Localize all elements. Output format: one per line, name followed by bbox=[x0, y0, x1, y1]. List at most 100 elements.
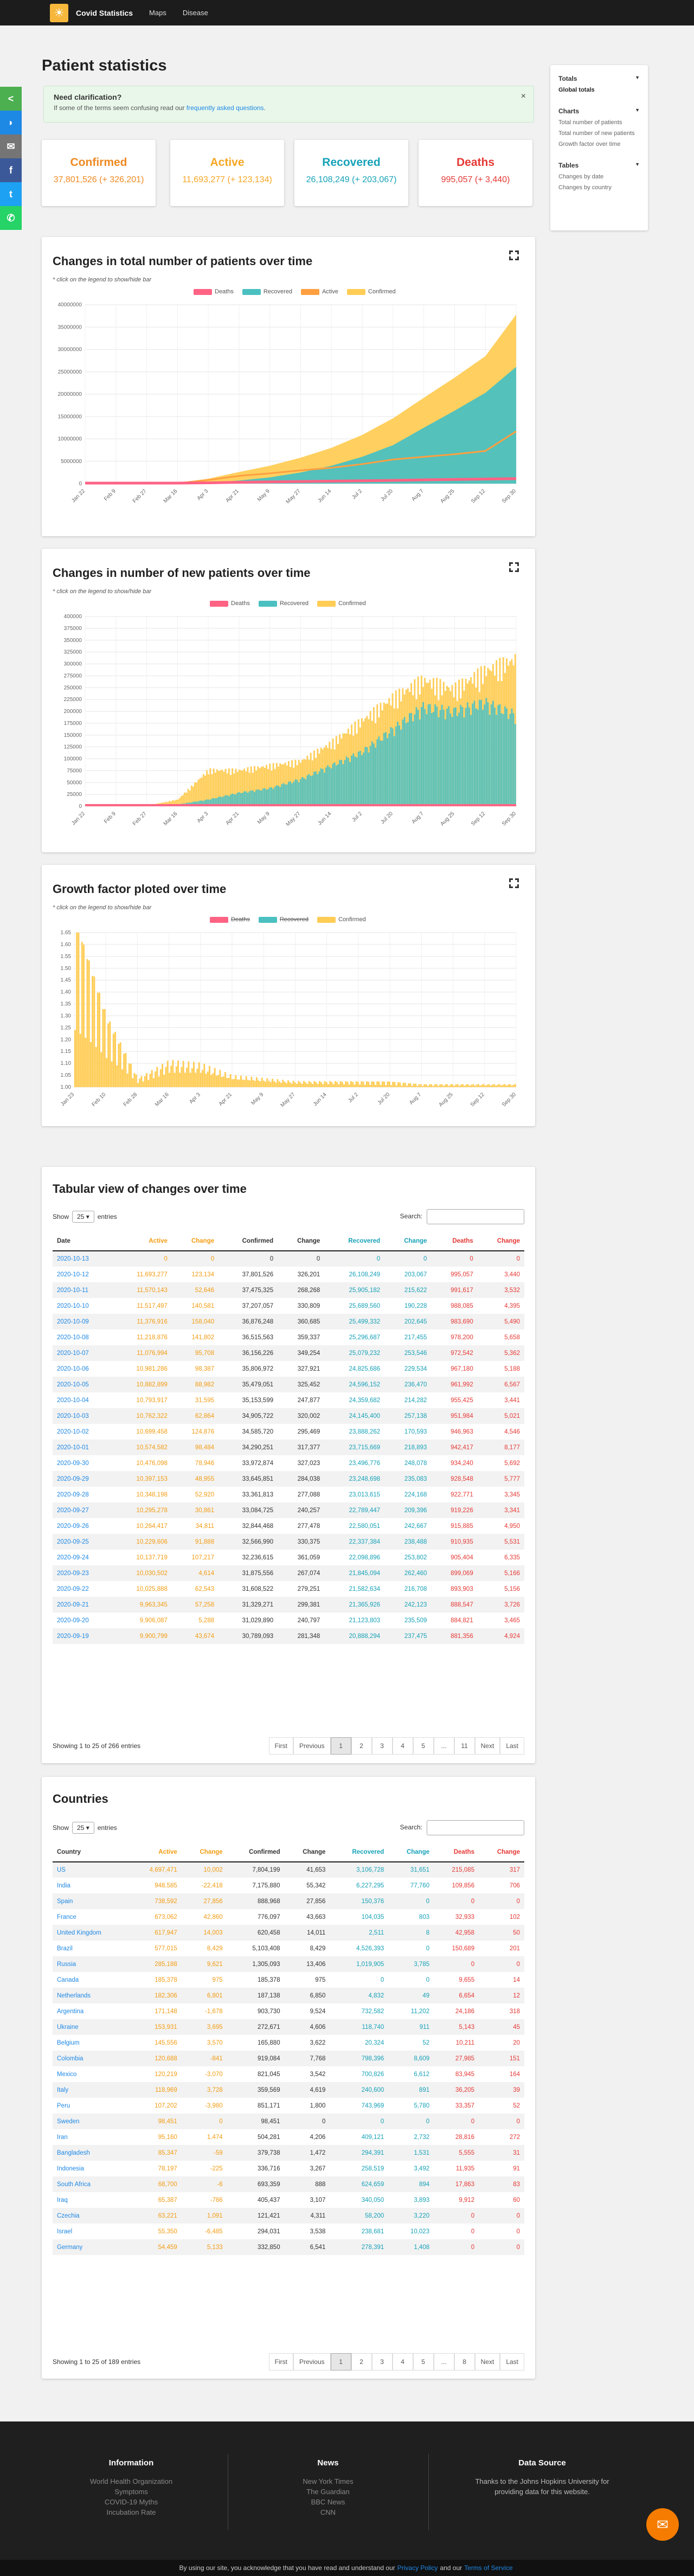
page-button[interactable]: 2 bbox=[351, 1737, 372, 1755]
date-link[interactable]: 2020-09-22 bbox=[57, 1585, 89, 1592]
page-button[interactable]: 3 bbox=[371, 2353, 393, 2371]
legend-item-deaths[interactable]: Deaths bbox=[210, 916, 250, 923]
nav-item-new-patients[interactable]: Total number of new patients bbox=[558, 130, 635, 137]
page-button[interactable]: Previous bbox=[293, 2353, 331, 2371]
country-link[interactable]: Russia bbox=[53, 1956, 129, 1972]
date-link[interactable]: 2020-09-30 bbox=[57, 1460, 89, 1467]
terms-link[interactable]: Terms of Service bbox=[464, 2564, 513, 2572]
col-deaths[interactable]: Deaths bbox=[434, 1843, 479, 1862]
page-button[interactable]: 2 bbox=[351, 2353, 372, 2371]
page-button[interactable]: Previous bbox=[293, 1737, 331, 1755]
footer-link-who[interactable]: World Health Organization bbox=[89, 2477, 173, 2485]
page-button[interactable]: 3 bbox=[371, 1737, 393, 1755]
page-button[interactable]: 4 bbox=[392, 2353, 413, 2371]
country-link[interactable]: United Kingdom bbox=[53, 1925, 129, 1941]
date-link[interactable]: 2020-10-02 bbox=[57, 1428, 89, 1435]
country-link[interactable]: Canada bbox=[57, 1976, 79, 1983]
col-active-change[interactable]: Change bbox=[171, 1232, 219, 1251]
col-deaths-change[interactable]: Change bbox=[479, 1843, 524, 1862]
country-link[interactable]: Brazil bbox=[57, 1945, 73, 1952]
footer-link-cnn[interactable]: CNN bbox=[320, 2508, 336, 2516]
col-recovered-change[interactable]: Change bbox=[384, 1232, 432, 1251]
col-recovered-change[interactable]: Change bbox=[388, 1843, 434, 1862]
country-link[interactable]: Netherlands bbox=[53, 1988, 129, 2003]
page-button[interactable]: 5 bbox=[413, 1737, 434, 1755]
nav-link-maps[interactable]: Maps bbox=[149, 9, 166, 17]
col-deaths-change[interactable]: Change bbox=[477, 1232, 524, 1251]
country-link[interactable]: Israel bbox=[57, 2228, 73, 2235]
country-link[interactable]: Spain bbox=[53, 1893, 129, 1909]
country-link[interactable]: Czechia bbox=[53, 2208, 129, 2224]
footer-link-myths[interactable]: COVID-19 Myths bbox=[104, 2498, 158, 2506]
nav-item-changes-by-country[interactable]: Changes by country bbox=[558, 184, 612, 191]
entries-select[interactable]: 25 ▾ bbox=[72, 1211, 94, 1223]
footer-link-bbc[interactable]: BBC News bbox=[311, 2498, 345, 2506]
chat-icon[interactable]: ✉ bbox=[646, 2508, 679, 2541]
date-link[interactable]: 2020-09-27 bbox=[53, 1502, 113, 1518]
date-link[interactable]: 2020-09-21 bbox=[53, 1597, 113, 1613]
nav-item-global-totals[interactable]: Global totals bbox=[558, 87, 595, 93]
legend-item-confirmed[interactable]: Confirmed bbox=[347, 288, 396, 295]
page-button[interactable]: Next bbox=[474, 1737, 500, 1755]
date-link[interactable]: 2020-09-26 bbox=[57, 1523, 89, 1530]
date-link[interactable]: 2020-10-06 bbox=[57, 1365, 89, 1372]
legend-item-active[interactable]: Active bbox=[301, 288, 338, 295]
footer-link-symptoms[interactable]: Symptoms bbox=[114, 2488, 148, 2496]
date-link[interactable]: 2020-09-20 bbox=[57, 1617, 89, 1624]
col-country[interactable]: Country bbox=[53, 1843, 129, 1862]
col-active[interactable]: Active bbox=[112, 1232, 172, 1251]
date-link[interactable]: 2020-10-04 bbox=[57, 1397, 89, 1404]
date-link[interactable]: 2020-10-03 bbox=[53, 1408, 113, 1424]
fullscreen-icon[interactable] bbox=[509, 562, 519, 572]
legend-item-recovered[interactable]: Recovered bbox=[258, 916, 309, 923]
page-button[interactable]: First bbox=[268, 1737, 293, 1755]
page-button[interactable]: 5 bbox=[413, 2353, 434, 2371]
date-link[interactable]: 2020-10-10 bbox=[57, 1302, 89, 1309]
country-link[interactable]: Sweden bbox=[53, 2114, 129, 2129]
page-button[interactable]: Last bbox=[500, 2353, 524, 2371]
twitter-icon[interactable]: t bbox=[0, 182, 22, 206]
country-link[interactable]: Iran bbox=[57, 2134, 68, 2141]
date-link[interactable]: 2020-10-09 bbox=[53, 1314, 113, 1329]
fullscreen-icon[interactable] bbox=[509, 250, 519, 260]
country-link[interactable]: France bbox=[57, 1913, 76, 1920]
faq-link[interactable]: frequently asked questions bbox=[186, 104, 264, 112]
col-active-change[interactable]: Change bbox=[181, 1843, 227, 1862]
legend-item-deaths[interactable]: Deaths bbox=[210, 600, 250, 607]
legend-item-recovered[interactable]: Recovered bbox=[242, 288, 292, 295]
country-link[interactable]: Italy bbox=[53, 2082, 129, 2098]
nav-section-totals[interactable]: Totals ▼ bbox=[558, 75, 640, 82]
email-icon[interactable]: ✉ bbox=[0, 134, 22, 158]
nav-item-growth-factor[interactable]: Growth factor over time bbox=[558, 141, 621, 147]
date-link[interactable]: 2020-10-08 bbox=[57, 1334, 89, 1341]
nav-item-total-patients[interactable]: Total number of patients bbox=[558, 119, 622, 126]
country-link[interactable]: US bbox=[53, 1862, 129, 1878]
country-link[interactable]: India bbox=[57, 1882, 70, 1889]
share-icon[interactable]: < bbox=[0, 87, 22, 111]
date-link[interactable]: 2020-10-07 bbox=[53, 1345, 113, 1361]
page-button[interactable]: 8 bbox=[454, 2353, 475, 2371]
date-link[interactable]: 2020-10-05 bbox=[53, 1377, 113, 1392]
country-link[interactable]: Belgium bbox=[57, 2039, 80, 2046]
search-input[interactable] bbox=[427, 1209, 524, 1224]
close-icon[interactable]: × bbox=[520, 92, 526, 101]
legend-item-recovered[interactable]: Recovered bbox=[258, 600, 309, 607]
date-link[interactable]: 2020-09-24 bbox=[57, 1554, 89, 1561]
footer-link-guardian[interactable]: The Guardian bbox=[306, 2488, 350, 2496]
date-link[interactable]: 2020-09-23 bbox=[53, 1565, 113, 1581]
nav-link-disease[interactable]: Disease bbox=[182, 9, 208, 17]
footer-link-nyt[interactable]: New York Times bbox=[303, 2477, 354, 2485]
country-link[interactable]: Mexico bbox=[57, 2071, 77, 2078]
col-confirmed[interactable]: Confirmed bbox=[227, 1843, 285, 1862]
date-link[interactable]: 2020-09-19 bbox=[53, 1628, 113, 1644]
date-link[interactable]: 2020-10-12 bbox=[57, 1271, 89, 1278]
legend-item-deaths[interactable]: Deaths bbox=[194, 288, 234, 295]
entries-select[interactable]: 25 ▾ bbox=[72, 1822, 94, 1834]
page-button[interactable]: Last bbox=[500, 1737, 524, 1755]
fullscreen-icon[interactable] bbox=[509, 878, 519, 888]
nav-section-tables[interactable]: Tables ▼ bbox=[558, 162, 640, 169]
whatsapp-icon[interactable]: ✆ bbox=[0, 206, 22, 230]
country-link[interactable]: Ukraine bbox=[53, 2019, 129, 2035]
page-button[interactable]: 1 bbox=[330, 1737, 351, 1755]
date-link[interactable]: 2020-10-13 bbox=[53, 1251, 113, 1267]
